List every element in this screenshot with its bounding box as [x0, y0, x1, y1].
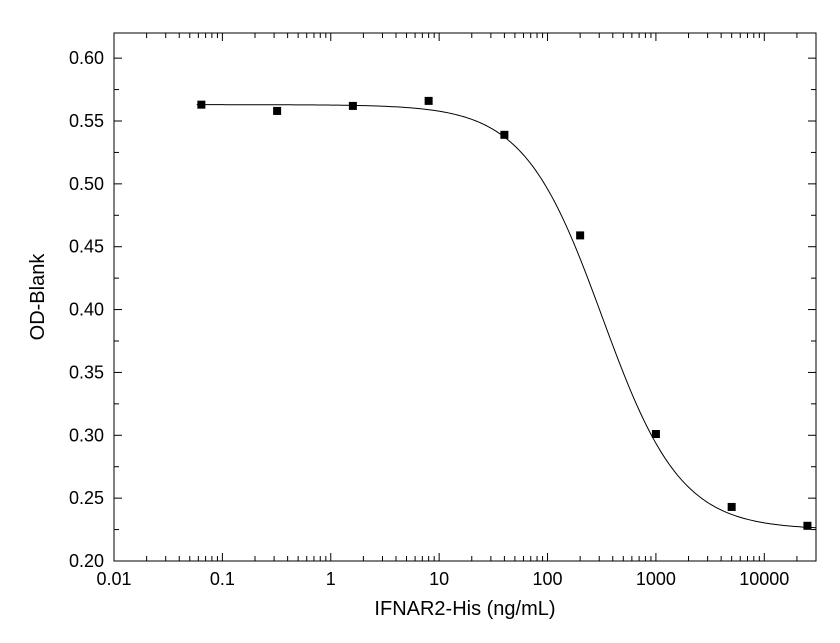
data-point [500, 131, 508, 139]
data-point [273, 107, 281, 115]
y-tick-label: 0.35 [69, 362, 104, 382]
x-axis-label: IFNAR2-His (ng/mL) [374, 598, 555, 620]
y-tick-label: 0.25 [69, 488, 104, 508]
x-tick-label: 10000 [739, 569, 789, 589]
x-tick-label: 0.01 [96, 569, 131, 589]
data-point [197, 101, 205, 109]
chart-container: 0.01 0.1 1 10 100 1000 10000 IFNAR2-His (ng/mL)… [0, 0, 840, 643]
y-tick-label: 0.20 [69, 551, 104, 571]
dose-response-chart: 0.01 0.1 1 10 100 1000 10000 IFNAR2-His (ng/mL)… [0, 0, 840, 643]
data-point [425, 97, 433, 105]
plot-border [114, 33, 816, 561]
y-tick-label: 0.45 [69, 237, 104, 257]
x-tick-label: 10 [429, 569, 449, 589]
data-point [728, 503, 736, 511]
fit-curve [197, 105, 816, 528]
x-tick-label: 100 [533, 569, 563, 589]
y-tick-label: 0.30 [69, 425, 104, 445]
y-tick-label: 0.60 [69, 48, 104, 68]
x-tick-label: 1000 [636, 569, 676, 589]
x-tick-label: 0.1 [210, 569, 235, 589]
y-tick-label: 0.50 [69, 174, 104, 194]
y-axis-label: OD-Blank [27, 253, 49, 341]
data-point [349, 102, 357, 110]
y-tick-label: 0.40 [69, 300, 104, 320]
y-tick-label: 0.55 [69, 111, 104, 131]
data-point [576, 231, 584, 239]
data-point [803, 522, 811, 530]
x-tick-label: 1 [326, 569, 336, 589]
data-point [652, 430, 660, 438]
